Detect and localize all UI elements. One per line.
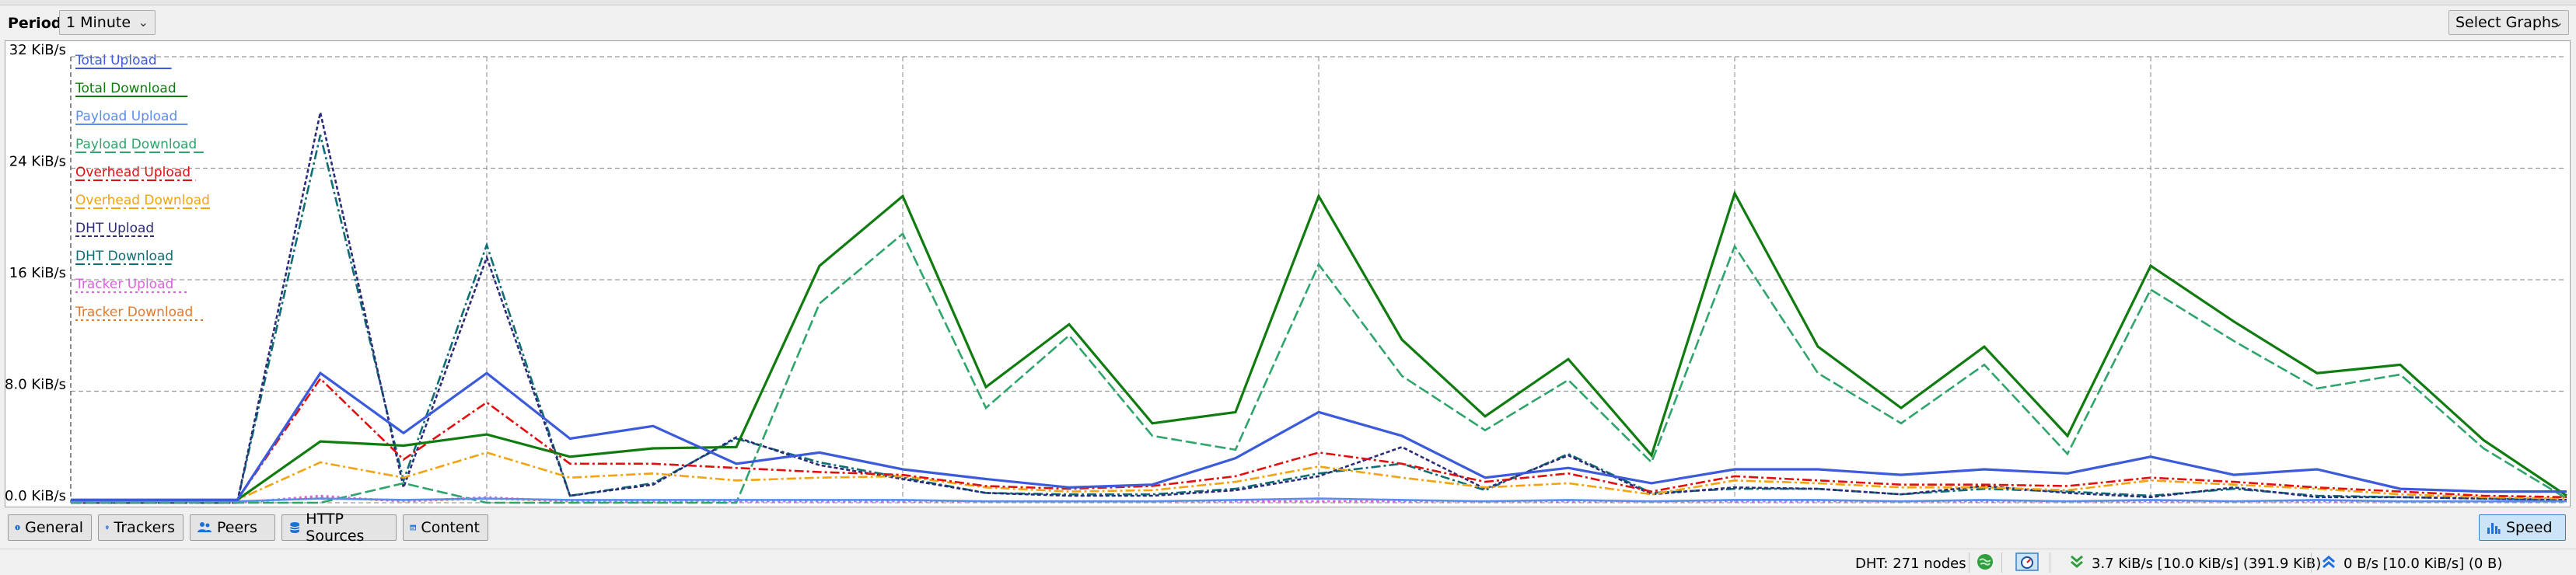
legend-entry: DHT Download xyxy=(75,249,173,264)
tab-label: Speed xyxy=(2506,519,2553,536)
window-top-border xyxy=(0,0,2576,5)
series-line-payload-upload xyxy=(71,497,2567,503)
dht-nodes-status: DHT: 271 nodes xyxy=(1855,556,1966,572)
graph-series xyxy=(71,112,2567,504)
series-line-total-download xyxy=(71,190,2567,502)
chevron-down-icon: ⌄ xyxy=(2553,15,2564,30)
legend-entry: Tracker Upload xyxy=(75,277,173,292)
legend-entry: Tracker Download xyxy=(75,305,193,320)
speed-limits-icon[interactable] xyxy=(2015,552,2039,571)
y-tick-label: 16 KiB/s xyxy=(9,265,66,281)
graph-legend: Total Upload Total Download Payload Upload… xyxy=(75,53,212,321)
legend-entry: Payload Download xyxy=(75,137,197,152)
tab-http-sources[interactable]: HTTP Sources xyxy=(281,511,397,545)
tab-label: HTTP Sources xyxy=(306,511,365,545)
legend-entry: DHT Upload xyxy=(75,221,154,236)
status-separator xyxy=(2001,552,2002,573)
info-icon xyxy=(15,524,20,531)
y-tick-label: 32 KiB/s xyxy=(9,42,66,58)
speed-toolbar: Period: 1 Minute ⌄ Select Graphs ⌄ xyxy=(0,6,2576,40)
pin-icon xyxy=(105,525,109,530)
status-bar: DHT: 271 nodes 3.7 KiB/s [10.0 KiB/s] (3… xyxy=(0,549,2576,575)
status-separator xyxy=(2311,552,2312,573)
legend-entry: Total Upload xyxy=(75,53,157,68)
upload-speed-status: 0 B/s [10.0 KiB/s] (0 B) xyxy=(2344,556,2503,572)
series-line-payload-download xyxy=(71,232,2567,504)
bar-chart-icon xyxy=(2487,523,2501,534)
status-separator xyxy=(1969,552,1970,573)
legend-entry: Total Download xyxy=(75,81,177,96)
speed-graph: 0.0 KiB/s 8.0 KiB/s 16 KiB/s 24 KiB/s 32 KiB… xyxy=(5,40,2571,507)
y-tick-label: 24 KiB/s xyxy=(9,154,66,170)
select-graphs-label: Select Graphs xyxy=(2455,14,2559,31)
period-value: 1 Minute xyxy=(66,14,131,31)
y-axis-ticks: 0.0 KiB/s 8.0 KiB/s 16 KiB/s 24 KiB/s 32 KiB… xyxy=(5,42,66,504)
tab-trackers[interactable]: Trackers xyxy=(98,514,184,541)
download-speed-icon xyxy=(2071,555,2083,568)
people-icon xyxy=(197,522,211,532)
select-graphs-dropdown[interactable]: Select Graphs ⌄ xyxy=(2448,10,2569,35)
series-line-total-upload xyxy=(71,371,2567,502)
tab-content[interactable]: Content xyxy=(403,514,488,541)
database-icon xyxy=(290,521,300,534)
legend-entry: Payload Upload xyxy=(75,109,177,124)
tab-speed[interactable]: Speed xyxy=(2479,514,2566,541)
connection-status-icon[interactable] xyxy=(1977,553,1994,570)
tab-label: Peers xyxy=(217,519,257,536)
tab-label: General xyxy=(25,519,83,536)
period-dropdown[interactable]: 1 Minute ⌄ xyxy=(59,10,156,35)
series-line-overhead-upload xyxy=(71,377,2567,501)
series-line-overhead-download xyxy=(71,451,2567,501)
series-line-dht-upload xyxy=(71,112,2567,504)
y-tick-label: 0.0 KiB/s xyxy=(5,488,66,504)
chevron-down-icon: ⌄ xyxy=(138,15,149,30)
legend-entry: Overhead Download xyxy=(75,193,210,208)
download-speed-status: 3.7 KiB/s [10.0 KiB/s] (391.9 KiB) xyxy=(2092,556,2322,572)
legend-entry: Overhead Upload xyxy=(75,165,190,180)
tab-peers[interactable]: Peers xyxy=(190,514,275,541)
series-line-dht-download xyxy=(71,134,2567,504)
properties-tab-bar: General Trackers Peers HTTP Sources Cont… xyxy=(0,510,2576,545)
upload-speed-icon xyxy=(2323,556,2335,569)
y-tick-label: 8.0 KiB/s xyxy=(5,377,66,393)
folder-icon xyxy=(410,524,417,531)
tab-general[interactable]: General xyxy=(8,514,92,541)
speed-graph-canvas: 0.0 KiB/s 8.0 KiB/s 16 KiB/s 24 KiB/s 32 KiB… xyxy=(5,42,2567,504)
tab-label: Trackers xyxy=(114,519,175,536)
graph-grid xyxy=(70,56,2567,504)
series-line-tracker-upload xyxy=(71,494,2567,504)
period-label: Period: xyxy=(8,15,68,32)
tab-label: Content xyxy=(421,519,480,536)
